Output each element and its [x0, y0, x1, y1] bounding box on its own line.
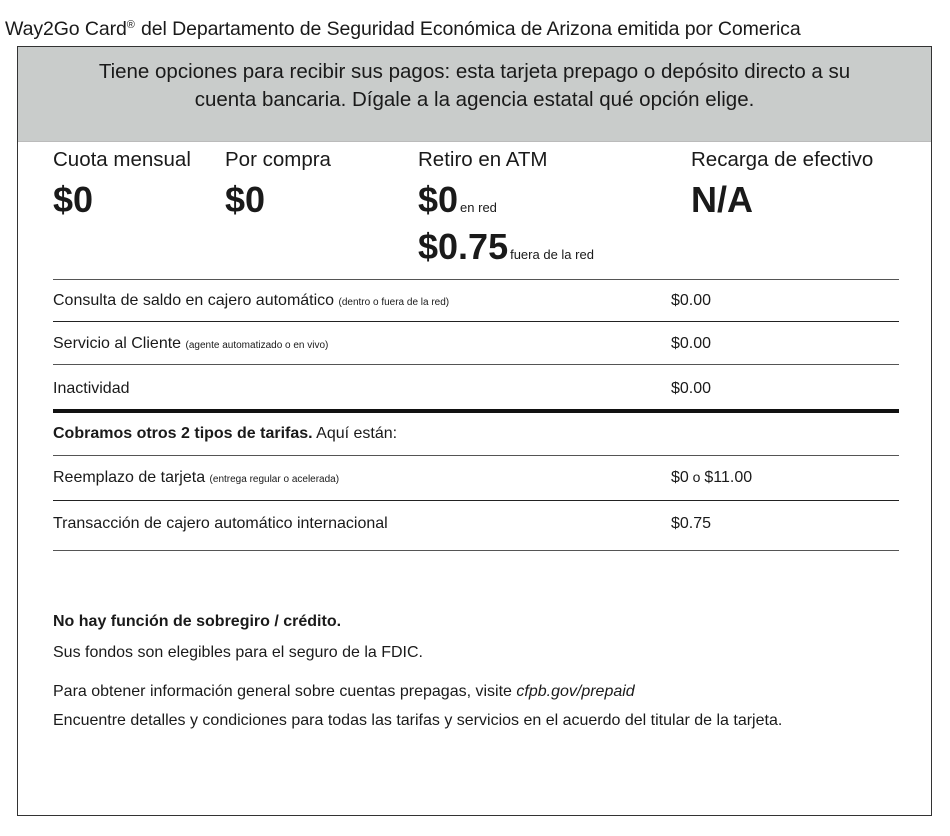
fee-amount-inactivity: $0.00 [671, 380, 712, 397]
divider [53, 550, 899, 551]
atm-in-network-value: $0 [418, 179, 459, 220]
fee-label: Consulta de saldo en cajero automático [53, 292, 335, 309]
fee-row-inactivity: Inactividad [53, 380, 130, 398]
atm-out-network-value: $0.75 [418, 226, 509, 267]
fee-amount-card-replacement: $0 o $11.00 [671, 469, 752, 487]
fee-row-card-replacement: Reemplazo de tarjeta (entrega regular o … [53, 469, 339, 487]
title-card-name: Way2Go Card [5, 18, 127, 40]
monthly-fee-value: $0 [53, 179, 94, 220]
divider [53, 279, 899, 280]
cfpb-info: Para obtener información general sobre c… [53, 683, 635, 701]
fee-row-intl-atm: Transacción de cajero automático interna… [53, 515, 388, 533]
monthly-fee-label: Cuota mensual [53, 148, 191, 171]
atm-out-network: $0.75 fuera de la red [418, 227, 594, 275]
fee-amount-balance-inquiry: $0.00 [671, 292, 712, 309]
other-fees-heading: Cobramos otros 2 tipos de tarifas. Aquí … [53, 425, 397, 443]
fee-amount-customer-service: $0.00 [671, 335, 712, 352]
banner-line-2: cuenta bancaria. Dígale a la agencia est… [194, 88, 755, 111]
divider [53, 500, 899, 501]
title-issuer: del Departamento de Seguridad Económica … [135, 18, 801, 40]
fee-row-customer-service: Servicio al Cliente (agente automatizado… [53, 335, 328, 353]
per-purchase-value: $0 [225, 179, 266, 220]
card-title: Way2Go Card® del Departamento de Segurid… [5, 18, 801, 41]
fdic-notice: Sus fondos son elegibles para el seguro … [53, 644, 423, 661]
fee-label: Inactividad [53, 380, 130, 397]
fee-row-balance-inquiry: Consulta de saldo en cajero automático (… [53, 292, 449, 310]
atm-in-network: $0 en red [418, 180, 497, 228]
banner-line-1: Tiene opciones para recibir sus pagos: e… [98, 60, 851, 83]
fee-label: Reemplazo de tarjeta [53, 469, 206, 486]
thick-divider [53, 409, 899, 413]
cash-reload-value: N/A [691, 179, 753, 220]
fee-qualifier: (agente automatizado o en vivo) [185, 340, 329, 351]
cash-reload-label: Recarga de efectivo [691, 148, 874, 171]
amount-expedited: $11.00 [704, 469, 753, 486]
details-notice: Encuentre detalles y condiciones para to… [53, 712, 783, 729]
divider [53, 364, 899, 365]
cfpb-info-text: Para obtener información general sobre c… [53, 683, 517, 700]
atm-in-network-note: en red [460, 200, 497, 215]
registered-mark: ® [126, 19, 135, 31]
fee-qualifier: (entrega regular o acelerada) [209, 474, 340, 485]
cfpb-link[interactable]: cfpb.gov/prepaid [516, 683, 635, 700]
fee-qualifier: (dentro o fuera de la red) [338, 297, 450, 308]
fee-disclosure-box: Tiene opciones para recibir sus pagos: e… [17, 46, 932, 816]
divider [53, 455, 899, 456]
fee-label: Transacción de cajero automático interna… [53, 515, 388, 532]
atm-withdrawal-label: Retiro en ATM [418, 148, 548, 171]
options-banner: Tiene opciones para recibir sus pagos: e… [18, 47, 931, 142]
divider [53, 321, 899, 322]
overdraft-notice: No hay función de sobregiro / crédito. [53, 613, 342, 630]
atm-out-network-note: fuera de la red [510, 247, 594, 262]
amount-regular: $0 [671, 469, 689, 486]
fee-amount-intl-atm: $0.75 [671, 515, 712, 532]
other-fees-heading-bold: Cobramos otros 2 tipos de tarifas. [53, 425, 313, 442]
per-purchase-label: Por compra [225, 148, 331, 171]
other-fees-heading-rest: Aquí están: [312, 425, 398, 442]
amount-separator: o [688, 469, 705, 485]
fee-label: Servicio al Cliente [53, 335, 182, 352]
